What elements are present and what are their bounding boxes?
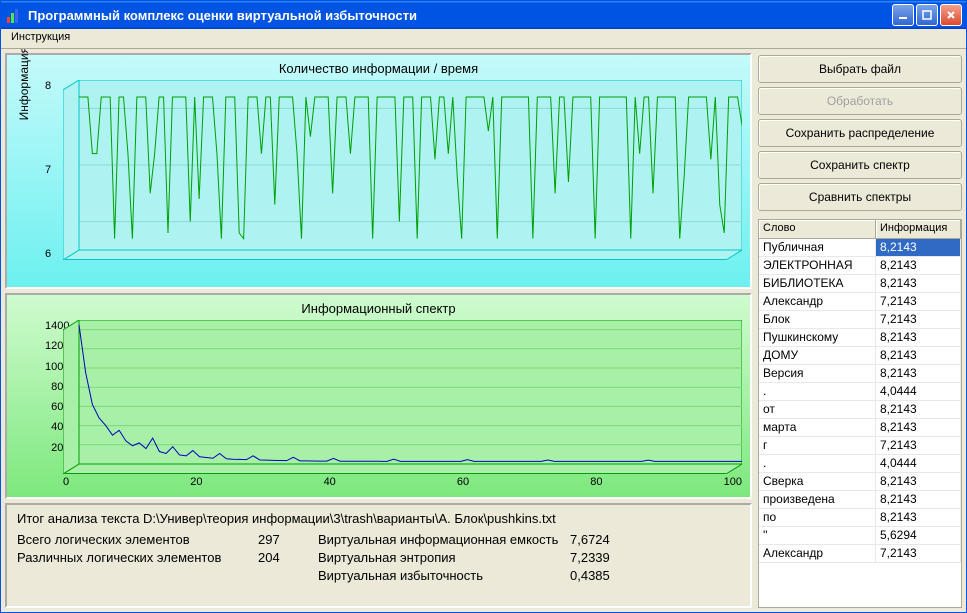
table-row[interactable]: ЭЛЕКТРОННАЯ8,2143 — [759, 257, 961, 275]
table-row[interactable]: .4,0444 — [759, 455, 961, 473]
table-cell-info: 8,2143 — [876, 329, 961, 347]
chart-spectrum: Информационный спектр 140012001000800600… — [5, 293, 752, 499]
chart-info-time: Количество информации / время Информация… — [5, 53, 752, 289]
table-cell-info: 8,2143 — [876, 473, 961, 491]
table-cell-info: 8,2143 — [876, 347, 961, 365]
stat-label-capacity: Виртуальная информационная емкость — [318, 532, 570, 547]
table-cell-word: по — [759, 509, 876, 527]
stats-title: Итог анализа текста D:\Универ\теория инф… — [17, 511, 740, 526]
table-row[interactable]: по8,2143 — [759, 509, 961, 527]
table-row[interactable]: марта8,2143 — [759, 419, 961, 437]
table-cell-info: 4,0444 — [876, 383, 961, 401]
table-cell-word: ДОМУ — [759, 347, 876, 365]
table-cell-info: 8,2143 — [876, 275, 961, 293]
table-cell-info: 5,6294 — [876, 527, 961, 545]
chart2-title: Информационный спектр — [15, 301, 742, 316]
table-row[interactable]: Александр7,2143 — [759, 293, 961, 311]
table-cell-word: БИБЛИОТЕКА — [759, 275, 876, 293]
table-cell-word: . — [759, 383, 876, 401]
table-cell-word: г — [759, 437, 876, 455]
table-row[interactable]: от8,2143 — [759, 401, 961, 419]
stat-value-distinct: 204 — [258, 550, 318, 565]
table-row[interactable]: Сверка8,2143 — [759, 473, 961, 491]
table-cell-word: марта — [759, 419, 876, 437]
table-row[interactable]: БИБЛИОТЕКА8,2143 — [759, 275, 961, 293]
col-header-word[interactable]: Слово — [759, 220, 876, 238]
table-cell-info: 8,2143 — [876, 509, 961, 527]
table-cell-word: Версия — [759, 365, 876, 383]
table-cell-word: . — [759, 455, 876, 473]
table-row[interactable]: Александр7,2143 — [759, 545, 961, 563]
table-cell-word: Сверка — [759, 473, 876, 491]
table-cell-info: 7,2143 — [876, 545, 961, 563]
app-icon — [7, 7, 23, 23]
table-cell-info: 7,2143 — [876, 293, 961, 311]
table-cell-info: 8,2143 — [876, 365, 961, 383]
stat-value-redundancy: 0,4385 — [570, 568, 610, 583]
table-row[interactable]: ''5,6294 — [759, 527, 961, 545]
maximize-button[interactable] — [916, 4, 938, 26]
window-title: Программный комплекс оценки виртуальной … — [28, 8, 417, 23]
table-cell-info: 4,0444 — [876, 455, 961, 473]
stat-label-redundancy: Виртуальная избыточность — [318, 568, 570, 583]
table-row[interactable]: Версия8,2143 — [759, 365, 961, 383]
chart1-title: Количество информации / время — [15, 61, 742, 76]
table-cell-word: Блок — [759, 311, 876, 329]
table-cell-word: Александр — [759, 293, 876, 311]
save-distribution-button[interactable]: Сохранить распределение — [758, 119, 962, 147]
stat-label-entropy: Виртуальная энтропия — [318, 550, 570, 565]
table-row[interactable]: Публичная8,2143 — [759, 239, 961, 257]
title-bar[interactable]: Программный комплекс оценки виртуальной … — [1, 1, 966, 29]
table-row[interactable]: произведена8,2143 — [759, 491, 961, 509]
table-row[interactable]: Пушкинскому8,2143 — [759, 329, 961, 347]
table-cell-info: 8,2143 — [876, 401, 961, 419]
table-cell-word: от — [759, 401, 876, 419]
word-table: Слово Информация Публичная8,2143ЭЛЕКТРОН… — [758, 219, 962, 608]
save-spectrum-button[interactable]: Сохранить спектр — [758, 151, 962, 179]
table-cell-word: Александр — [759, 545, 876, 563]
table-cell-word: Публичная — [759, 239, 876, 257]
close-button[interactable] — [940, 4, 962, 26]
stat-label-distinct: Различных логических элементов — [17, 550, 258, 565]
select-file-button[interactable]: Выбрать файл — [758, 55, 962, 83]
table-row[interactable]: Блок7,2143 — [759, 311, 961, 329]
process-button[interactable]: Обработать — [758, 87, 962, 115]
stats-panel: Итог анализа текста D:\Универ\теория инф… — [5, 503, 752, 608]
table-cell-info: 8,2143 — [876, 239, 961, 257]
table-cell-info: 8,2143 — [876, 257, 961, 275]
table-cell-info: 8,2143 — [876, 491, 961, 509]
table-row[interactable]: ДОМУ8,2143 — [759, 347, 961, 365]
menu-bar: Инструкция — [1, 29, 966, 49]
table-cell-word: '' — [759, 527, 876, 545]
minimize-button[interactable] — [892, 4, 914, 26]
stat-value-capacity: 7,6724 — [570, 532, 610, 547]
table-cell-word: Пушкинскому — [759, 329, 876, 347]
stat-label-total: Всего логических элементов — [17, 532, 258, 547]
stat-value-total: 297 — [258, 532, 318, 547]
table-cell-info: 7,2143 — [876, 437, 961, 455]
table-row[interactable]: .4,0444 — [759, 383, 961, 401]
table-cell-info: 7,2143 — [876, 311, 961, 329]
table-body[interactable]: Публичная8,2143ЭЛЕКТРОННАЯ8,2143БИБЛИОТЕ… — [759, 239, 961, 607]
stat-value-entropy: 7,2339 — [570, 550, 610, 565]
table-cell-info: 8,2143 — [876, 419, 961, 437]
table-cell-word: ЭЛЕКТРОННАЯ — [759, 257, 876, 275]
table-cell-word: произведена — [759, 491, 876, 509]
menu-instruction[interactable]: Инструкция — [5, 29, 76, 45]
table-row[interactable]: г7,2143 — [759, 437, 961, 455]
compare-spectra-button[interactable]: Сравнить спектры — [758, 183, 962, 211]
app-window: Программный комплекс оценки виртуальной … — [0, 0, 967, 613]
col-header-info[interactable]: Информация — [876, 220, 961, 238]
